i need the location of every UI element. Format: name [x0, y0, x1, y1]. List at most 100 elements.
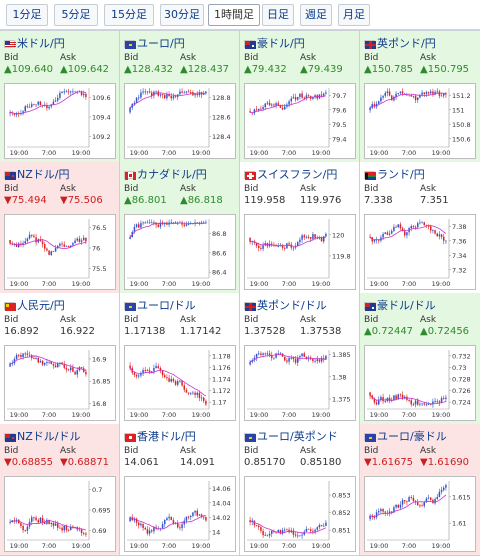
candle-body	[440, 95, 443, 97]
candle-body	[63, 244, 66, 247]
candle-body	[294, 359, 297, 363]
candle-body	[369, 392, 371, 396]
currency-pair-link[interactable]: ユーロ/豪ドル	[364, 428, 447, 443]
ask-value: ▼1.61690	[420, 457, 470, 468]
candle-body	[24, 241, 27, 244]
currency-pair-link[interactable]: ユーロ/ドル	[124, 297, 196, 312]
currency-pair-link[interactable]: 米ドル/円	[4, 35, 65, 50]
currency-card: スイスフラン/円 Bid Ask 119.958 119.976 120 119.8 19:0…	[240, 162, 360, 294]
tab-30min[interactable]: 30分足	[160, 4, 204, 26]
price-chart[interactable]: 76.5 76 75.5 19:00 7:00 19:00	[4, 214, 116, 290]
price-chart[interactable]: 0.853 0.852 0.851 19:00 7:00 19:00	[244, 476, 356, 552]
candle-body	[412, 95, 415, 97]
currency-pair-link[interactable]: 香港ドル/円	[124, 428, 196, 443]
candle-body	[194, 94, 196, 96]
chart-svg: 86.886.686.419:00 7:00 19:00	[127, 219, 226, 288]
candle-body	[76, 238, 79, 241]
tab-1min[interactable]: 1分足	[6, 4, 48, 26]
candle-body	[249, 361, 251, 365]
candle-body	[273, 104, 275, 106]
currency-pair-name: 英ポンド/円	[377, 37, 436, 50]
candle-body	[179, 527, 181, 529]
price-chart[interactable]: 109.6 109.4 109.2 19:00 7:00 19:00	[4, 83, 116, 159]
price-chart[interactable]: 1.615 1.61 19:00 7:00 19:00	[364, 476, 476, 552]
price-chart[interactable]: 128.8 128.6 128.4 19:00 7:00 19:00	[124, 83, 236, 159]
currency-pair-link[interactable]: 英ポンド/ドル	[244, 297, 327, 312]
currency-pair-link[interactable]: 豪ドル/円	[244, 35, 305, 50]
candle-body	[432, 499, 434, 504]
candle-body	[35, 237, 37, 243]
tab-5min[interactable]: 5分足	[54, 4, 98, 26]
price-chart[interactable]: 1.385 1.38 1.375 19:00 7:00 19:00	[244, 345, 356, 421]
currency-card: 人民元/円 Bid Ask 16.892 16.922 16.9 16.85 16.8 19:0…	[0, 293, 120, 425]
price-chart[interactable]: 7.38 7.36 7.34 7.32 19:00 7:00 19:00	[364, 214, 476, 290]
candle-body	[157, 528, 160, 530]
candle-body	[46, 362, 48, 364]
currency-pair-name: 豪ドル/円	[257, 37, 305, 50]
price-chart[interactable]: 120 119.8 19:00 7:00 19:00	[244, 214, 356, 290]
moving-average-line	[129, 367, 207, 397]
tab-monthly[interactable]: 月足	[338, 4, 370, 26]
candle-body	[39, 101, 42, 106]
currency-pair-link[interactable]: 人民元/円	[4, 297, 65, 312]
currency-pair-link[interactable]: ランド/円	[364, 166, 425, 181]
tab-15min[interactable]: 15分足	[104, 4, 154, 26]
candle-body	[144, 222, 147, 224]
currency-pair-link[interactable]: ユーロ/英ポンド	[244, 428, 338, 443]
ask-label: Ask	[180, 446, 197, 456]
candle-body	[255, 525, 258, 527]
tab-daily[interactable]: 日足	[262, 4, 294, 26]
currency-pair-link[interactable]: NZドル/ドル	[4, 428, 80, 443]
candle-body	[183, 92, 186, 94]
tab-1hour[interactable]: 1時間足	[208, 4, 260, 26]
candle-body	[421, 222, 423, 224]
candle-body	[74, 91, 76, 93]
price-chart[interactable]: 0.7 0.695 0.69 19:00 7:00 19:00	[4, 476, 116, 552]
candle-body	[414, 226, 417, 228]
candle-body	[380, 97, 382, 102]
candle-body	[46, 519, 48, 524]
currency-pair-link[interactable]: スイスフラン/円	[244, 166, 337, 181]
candle-body	[54, 365, 57, 368]
candle-body	[373, 517, 376, 518]
price-chart[interactable]: 1.178 1.176 1.174 1.172 1.17 19:00 7:00 19:00	[124, 345, 236, 421]
candle-body	[13, 358, 16, 364]
candle-body	[316, 527, 319, 530]
candle-body	[69, 526, 72, 531]
candle-body	[390, 230, 393, 234]
price-chart[interactable]: 0.732 0.73 0.728 0.726 0.724 19:00 7:00 19:00	[364, 345, 476, 421]
candle-body	[395, 395, 397, 400]
price-chart[interactable]: 16.9 16.85 16.8 19:00 7:00 19:00	[4, 345, 116, 421]
bid-value: 1.37528	[244, 326, 286, 337]
currency-card: NZドル/ドル Bid Ask ▼0.68855 ▼0.68871 0.7 0.695 0.6…	[0, 424, 120, 556]
candle-body	[159, 94, 162, 96]
candle-body	[17, 243, 20, 247]
candle-body	[296, 357, 299, 363]
candle-body	[69, 367, 72, 371]
candle-body	[185, 91, 188, 93]
country-flag-icon	[124, 171, 136, 180]
ask-value: ▲150.795	[420, 64, 470, 75]
candle-body	[137, 375, 140, 377]
price-chart[interactable]: 86.8 86.6 86.4 19:00 7:00 19:00	[124, 214, 236, 290]
currency-pair-link[interactable]: ユーロ/円	[124, 35, 185, 50]
bid-value: ▲79.432	[244, 64, 287, 75]
candle-body	[294, 534, 297, 536]
tab-weekly[interactable]: 週足	[300, 4, 332, 26]
candle-body	[260, 527, 262, 531]
y-tick-label: 79.6	[332, 106, 346, 114]
candle-body	[290, 98, 293, 102]
moving-average-line	[369, 494, 447, 518]
y-tick-label: 128.6	[212, 114, 231, 122]
candle-body	[292, 530, 295, 535]
currency-pair-link[interactable]: 豪ドル/ドル	[364, 297, 436, 312]
price-chart[interactable]: 79.7 79.6 79.5 79.4 19:00 7:00 19:00	[244, 83, 356, 159]
price-chart[interactable]: 151.2 151 150.8 150.6 19:00 7:00 19:00	[364, 83, 476, 159]
y-tick-label: 14	[212, 528, 220, 536]
currency-pair-link[interactable]: カナダドル/円	[124, 166, 207, 181]
currency-pair-link[interactable]: NZドル/円	[4, 166, 69, 181]
currency-pair-link[interactable]: 英ポンド/円	[364, 35, 436, 50]
bid-value: 119.958	[244, 195, 286, 206]
y-tick-label: 86.8	[212, 230, 226, 238]
price-chart[interactable]: 14.06 14.04 14.02 14 19:00 7:00 19:00	[124, 476, 236, 552]
